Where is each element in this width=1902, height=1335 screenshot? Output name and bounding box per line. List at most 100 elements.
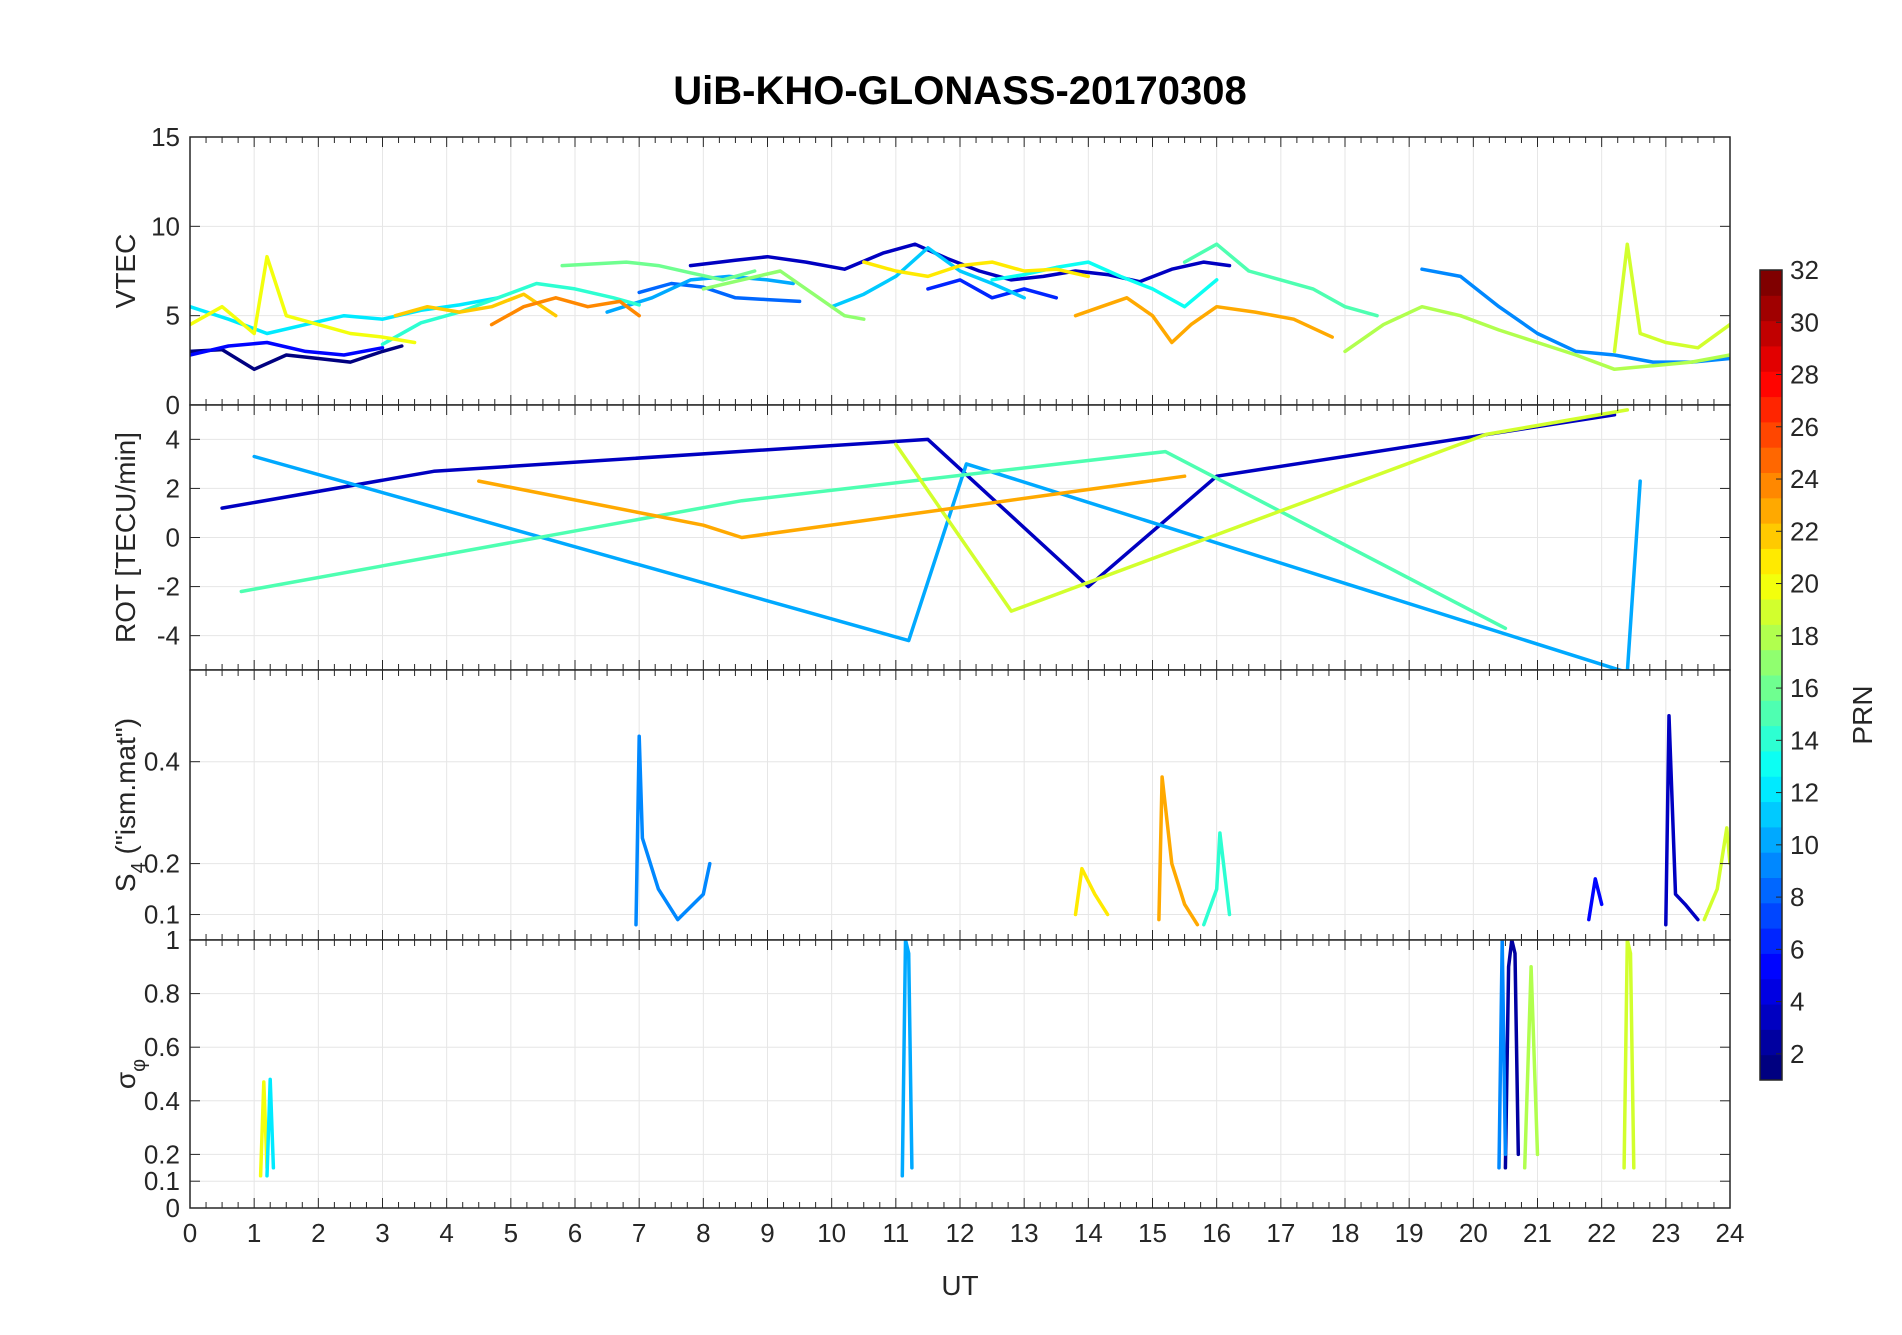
colorbar-tick-label: 8: [1790, 882, 1804, 912]
colorbar-tick-label: 4: [1790, 987, 1804, 1017]
y-tick-label: 0.2: [144, 1139, 180, 1169]
colorbar-band: [1760, 548, 1782, 575]
x-tick-label: 8: [696, 1218, 710, 1248]
x-tick-label: 18: [1331, 1218, 1360, 1248]
x-tick-label: 6: [568, 1218, 582, 1248]
colorbar-band: [1760, 801, 1782, 828]
y-tick-label: -2: [157, 572, 180, 602]
colorbar-band: [1760, 599, 1782, 625]
y-tick-label: 15: [151, 122, 180, 152]
y-tick-label: 0.1: [144, 1166, 180, 1196]
series-line-prn-21: [862, 260, 1091, 279]
colorbar-tick-label: 32: [1790, 255, 1819, 285]
x-tick-label: 3: [375, 1218, 389, 1248]
series-line-prn-19: [1612, 242, 1730, 354]
colorbar-band: [1760, 295, 1782, 322]
x-tick-label: 12: [946, 1218, 975, 1248]
series-line-prn-20: [258, 1080, 269, 1178]
x-tick-label: 1: [247, 1218, 261, 1248]
series-line-prn-3: [1664, 714, 1700, 927]
colorbar-band: [1760, 826, 1782, 853]
x-axis-label: UT: [941, 1270, 978, 1301]
colorbar-band: [1760, 447, 1782, 473]
colorbar-frame: [1759, 269, 1783, 1081]
x-tick-label: 13: [1010, 1218, 1039, 1248]
series-line-prn-19: [1702, 826, 1730, 922]
series-line-prn-10: [252, 454, 1642, 670]
series-line-prn-19: [894, 408, 1630, 613]
series-line-prn-22: [393, 292, 558, 318]
y-axis-label-sigma: σφ: [110, 1059, 150, 1089]
colorbar-band: [1760, 624, 1782, 651]
colorbar-band: [1760, 497, 1782, 524]
series-line-prn-2: [1503, 940, 1521, 1170]
series-line-prn-3: [688, 242, 1232, 284]
y-tick-label: 0: [166, 523, 180, 553]
y-tick-label: 5: [166, 301, 180, 331]
x-tick-label: 20: [1459, 1218, 1488, 1248]
colorbar-tick-label: 18: [1790, 621, 1819, 651]
y-tick-label: 0: [166, 390, 180, 420]
colorbar-band: [1760, 902, 1782, 929]
y-tick-label: 0.2: [144, 849, 180, 879]
x-tick-label: 17: [1266, 1218, 1295, 1248]
colorbar-band: [1760, 371, 1782, 398]
series-group: [634, 714, 1730, 927]
y-tick-label: 0.6: [144, 1032, 180, 1062]
series-line-prn-24: [489, 296, 641, 327]
series-group: [220, 408, 1642, 670]
colorbar-tick-label: 30: [1790, 307, 1819, 337]
series-line-prn-16: [560, 260, 757, 282]
x-tick-label: 21: [1523, 1218, 1552, 1248]
series-line-prn-14: [1202, 831, 1232, 927]
series-line-prn-20: [190, 254, 417, 345]
colorbar-band: [1760, 1029, 1782, 1056]
y-axis-label-s4: S4 ("ism.mat"): [110, 718, 150, 892]
x-tick-label: 9: [760, 1218, 774, 1248]
y-axis-label-rot: ROT [TECU/min]: [110, 432, 141, 643]
x-tick-label: 10: [817, 1218, 846, 1248]
x-tick-label: 14: [1074, 1218, 1103, 1248]
colorbar-band: [1760, 877, 1782, 904]
colorbar-band: [1760, 928, 1782, 954]
y-tick-label: 2: [166, 473, 180, 503]
colorbar-band: [1760, 953, 1782, 980]
series-line-prn-18: [1522, 965, 1540, 1170]
colorbar-tick-label: 12: [1790, 778, 1819, 808]
y-tick-label: 10: [151, 211, 180, 241]
series-line-prn-23: [1157, 775, 1200, 927]
colorbar-band: [1760, 750, 1782, 777]
panel-s4: 0.1 0.2 0.4S4 ("ism.mat"): [110, 669, 1731, 941]
y-tick-label: 0.4: [144, 747, 180, 777]
series-line-prn-17: [701, 269, 866, 321]
y-axis-label-vtec: VTEC: [110, 234, 141, 309]
colorbar-tick-label: 26: [1790, 412, 1819, 442]
colorbar-band: [1760, 700, 1782, 727]
chart-title: UiB-KHO-GLONASS-20170308: [673, 69, 1247, 113]
colorbar-tick-label: 16: [1790, 673, 1819, 703]
series-line-prn-13: [990, 260, 1219, 309]
colorbar-band: [1760, 1004, 1782, 1030]
colorbar-band: [1760, 978, 1782, 1005]
x-tick-label: 4: [439, 1218, 453, 1248]
series-group: [190, 242, 1730, 372]
colorbar-tick-label: 22: [1790, 516, 1819, 546]
colorbar-band: [1760, 852, 1782, 878]
series-line-prn-9: [634, 734, 712, 927]
colorbar-band: [1760, 675, 1782, 701]
x-tick-label: 11: [882, 1218, 909, 1248]
panel-rot: -4 -2 0 2 4 ROT [TECU/min]: [110, 404, 1731, 671]
y-tick-label: -4: [157, 621, 180, 651]
x-tick-label: 7: [632, 1218, 646, 1248]
colorbar-band: [1760, 345, 1782, 372]
colorbar-tick-label: 10: [1790, 830, 1819, 860]
series-line-prn-5: [1587, 877, 1604, 922]
x-tick-label: 19: [1395, 1218, 1424, 1248]
series-line-prn-12: [265, 1077, 276, 1178]
series-line-prn-23: [477, 474, 1187, 540]
colorbar-band: [1760, 270, 1782, 296]
series-line-prn-5: [190, 340, 385, 357]
x-tick-label: 22: [1587, 1218, 1616, 1248]
colorbar-band: [1760, 523, 1782, 549]
